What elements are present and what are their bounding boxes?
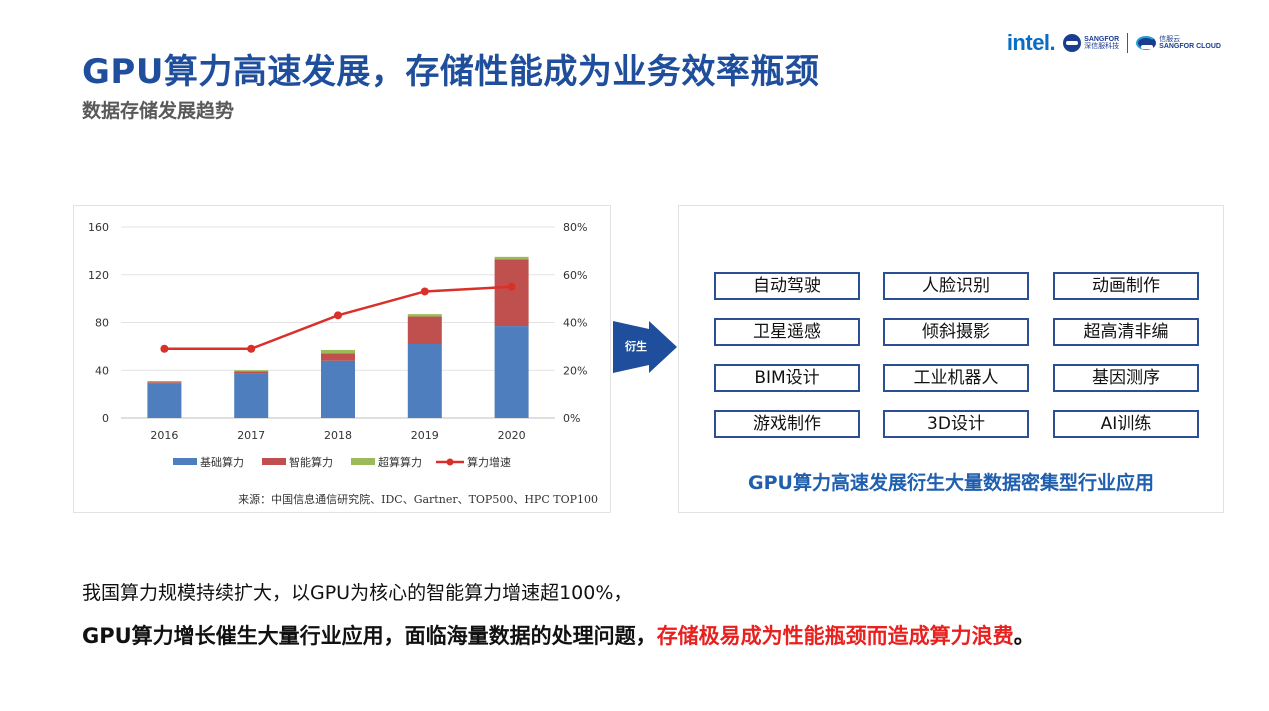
app-tag: 基因测序 [1053,364,1199,392]
app-tag: 卫星遥感 [714,318,860,346]
legend-swatch [173,458,197,465]
app-tag: 超高清非编 [1053,318,1199,346]
sangfor-logo-en: SANGFOR [1084,36,1120,43]
sangfor-logo: SANGFOR 深信服科技 [1063,34,1119,52]
legend-swatch [262,458,286,465]
logo-bar: intel. SANGFOR 深信服科技 信服云 SANGFOR CLOUD [1007,30,1221,56]
summary-line-2-end: 。 [1013,624,1035,648]
y-tick-label: 40 [95,364,109,377]
legend-label: 智能算力 [289,455,333,469]
y2-tick-label: 80% [563,221,587,234]
bar-基础算力 [321,360,355,418]
cloud-mark-icon [1136,36,1157,50]
legend-label: 超算算力 [378,455,422,469]
bar-基础算力 [234,373,269,418]
derive-arrow-label: 衍生 [625,340,647,353]
app-tag: 工业机器人 [883,364,1029,392]
summary-line-2-text: GPU算力增长催生大量行业应用，面临海量数据的处理问题， [82,624,657,648]
cloud-logo-cn: 信服云 [1159,35,1181,43]
growth-point [334,311,342,320]
app-tag: 游戏制作 [714,410,860,438]
y-tick-label: 160 [88,221,109,234]
y-tick-label: 0 [102,412,109,425]
bar-超算算力 [147,380,182,383]
y2-tick-label: 20% [563,364,587,377]
compute-growth-chart: 0 40 80 120 160 0% 20% 40% 60% 80% 2016 2017 2018 201… [73,205,611,513]
chart-svg: 0 40 80 120 160 0% 20% 40% 60% 80% 2016 2017 2018 201… [88,221,587,469]
x-tick-label: 2018 [324,429,352,442]
cloud-logo-en: SANGFOR CLOUD [1159,43,1221,50]
y-tick-label: 120 [88,269,109,282]
bar-超算算力 [494,256,529,260]
bar-智能算力 [321,353,355,361]
legend-swatch [351,458,375,465]
apps-caption: GPU算力高速发展衍生大量数据密集型行业应用 [748,472,1154,494]
growth-point [247,344,256,353]
bar-超算算力 [321,349,355,354]
app-tag: 人脸识别 [883,272,1029,300]
app-tag: BIM设计 [714,364,860,392]
summary-line-2: GPU算力增长催生大量行业应用，面临海量数据的处理问题，存储极易成为性能瓶颈而造… [82,620,1035,650]
bar-基础算力 [407,343,442,418]
app-tag: 自动驾驶 [714,272,860,300]
app-tag: 3D设计 [883,410,1029,438]
x-tick-label: 2017 [237,429,265,442]
page-title: GPU算力高速发展，存储性能成为业务效率瓶颈 [82,52,820,92]
bar-智能算力 [234,371,269,374]
growth-point [507,282,516,291]
x-tick-label: 2019 [411,429,439,442]
y2-tick-label: 60% [563,269,587,282]
page-subtitle: 数据存储发展趋势 [82,100,235,122]
summary-line-2-highlight: 存储极易成为性能瓶颈而造成算力浪费 [656,624,1014,648]
derive-arrow-icon [613,321,677,373]
app-tag: 倾斜摄影 [883,318,1029,346]
bar-智能算力 [407,316,442,344]
chart-source: 来源：中国信息通信研究院、IDC、Gartner、TOP500、HPC TOP1… [238,493,598,506]
x-tick-label: 2020 [498,429,526,442]
app-tag: AI训练 [1053,410,1199,438]
x-tick-label: 2016 [150,429,178,442]
bar-智能算力 [494,259,529,327]
y-tick-label: 80 [95,317,109,330]
logo-divider [1127,33,1129,53]
bar-基础算力 [147,383,182,418]
bar-超算算力 [234,370,269,372]
legend-label: 基础算力 [200,455,244,469]
y2-tick-label: 40% [563,317,587,330]
bar-基础算力 [494,326,529,418]
bar-超算算力 [407,314,442,317]
y2-tick-label: 0% [563,412,580,425]
growth-point [160,344,169,353]
bar-智能算力 [147,382,182,384]
sangfor-mark-icon [1063,34,1082,52]
legend-label: 算力增速 [467,455,511,469]
sangfor-cloud-logo: 信服云 SANGFOR CLOUD [1136,36,1221,50]
legend-line-marker [446,458,454,466]
sangfor-logo-cn: 深信服科技 [1084,42,1120,50]
industry-apps-panel: 自动驾驶 人脸识别 动画制作卫星遥感 倾斜摄影 超高清非编 BIM设计 工业机器人 基因测序游… [678,205,1224,513]
intel-logo: intel. [1006,30,1056,55]
growth-point [420,287,429,296]
summary-line-1: 我国算力规模持续扩大，以GPU为核心的智能算力增速超100%， [82,582,633,604]
app-tag: 动画制作 [1053,272,1199,300]
